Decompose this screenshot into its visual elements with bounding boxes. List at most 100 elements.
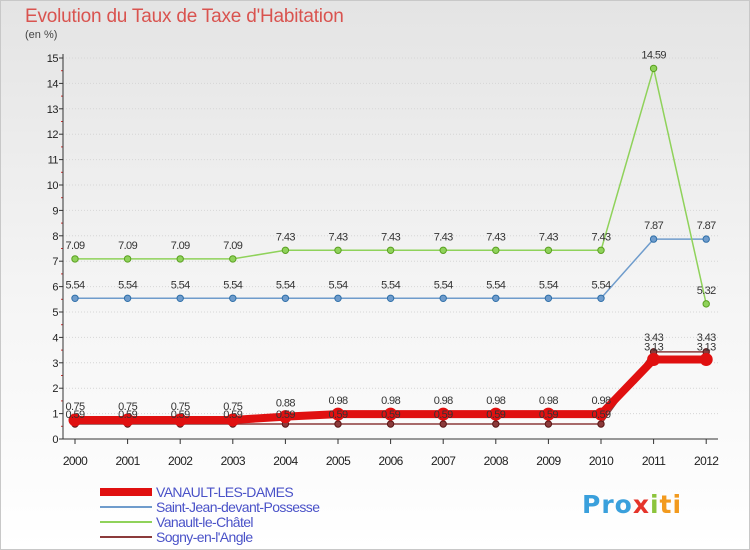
data-point [439, 420, 447, 428]
x-tick-label: 2012 [694, 454, 719, 468]
data-point [71, 294, 79, 302]
x-tick-label: 2001 [115, 454, 140, 468]
y-tick-label: 7 [52, 256, 58, 268]
data-point [544, 246, 553, 254]
data-label: 0.75 [223, 401, 242, 413]
data-label: 3.13 [644, 341, 663, 353]
data-label: 0.98 [328, 395, 347, 407]
data-label: 7.09 [171, 240, 190, 252]
data-label: 0.59 [223, 409, 242, 421]
legend-swatch [100, 521, 152, 523]
data-point [386, 294, 395, 302]
data-point [226, 413, 240, 427]
data-point [71, 255, 79, 263]
y-tick-label: 4 [52, 332, 58, 344]
data-point [649, 64, 658, 73]
data-label: 7.43 [486, 231, 505, 243]
data-point [331, 407, 345, 421]
data-label: 3.13 [697, 341, 716, 353]
y-tick-label: 12 [47, 129, 59, 141]
data-label: 0.59 [434, 409, 453, 421]
x-tick-label: 2009 [536, 454, 561, 468]
legend-swatch [100, 506, 152, 508]
data-label: 7.09 [223, 240, 242, 252]
data-label: 5.54 [591, 279, 610, 291]
data-point [649, 235, 658, 243]
data-point [384, 407, 398, 421]
data-label: 7.87 [697, 220, 716, 232]
x-tick-label: 2008 [484, 454, 509, 468]
data-label: 0.98 [381, 395, 400, 407]
x-tick-label: 2004 [273, 454, 298, 468]
data-label: 5.32 [697, 285, 716, 297]
logo-letters: i [649, 490, 660, 519]
legend-label: Saint-Jean-devant-Possesse [156, 499, 320, 515]
y-tick-label: 9 [52, 205, 58, 217]
data-label: 14.59 [641, 49, 666, 61]
data-point [597, 420, 605, 428]
data-point [334, 246, 342, 254]
y-tick-label: 11 [48, 155, 59, 167]
data-label: 0.59 [171, 409, 190, 421]
y-tick-label: 8 [52, 231, 58, 243]
data-label: 5.54 [434, 279, 453, 291]
data-point [647, 352, 661, 366]
data-label: 5.54 [539, 279, 558, 291]
data-point [121, 413, 135, 427]
y-tick-label: 3 [52, 358, 58, 370]
data-point [281, 246, 290, 254]
data-label: 0.59 [591, 409, 610, 421]
data-label: 0.59 [381, 409, 400, 421]
data-point [123, 294, 132, 302]
data-label: 7.87 [644, 220, 663, 232]
x-tick-label: 2010 [589, 454, 614, 468]
data-label: 0.59 [328, 409, 347, 421]
data-point [386, 246, 395, 254]
data-label: 5.54 [328, 279, 347, 291]
data-label: 5.54 [171, 279, 190, 291]
logo-letters: Pro [582, 490, 633, 519]
data-label: 5.54 [65, 279, 84, 291]
data-point [229, 294, 237, 302]
data-label: 0.59 [486, 409, 505, 421]
data-label: 0.59 [65, 409, 84, 421]
data-point [544, 294, 553, 302]
data-label: 5.54 [381, 279, 400, 291]
x-tick-label: 2006 [378, 454, 403, 468]
data-label: 5.54 [276, 279, 295, 291]
data-point [281, 294, 290, 302]
legend-swatch [100, 488, 152, 496]
y-tick-label: 13 [47, 104, 59, 116]
data-label: 7.43 [539, 231, 558, 243]
data-label: 5.54 [223, 279, 242, 291]
data-point [594, 407, 608, 421]
data-label: 0.88 [276, 398, 295, 410]
data-point [436, 407, 450, 421]
data-point [541, 407, 555, 421]
x-tick-label: 2000 [63, 454, 88, 468]
data-label: 0.75 [171, 401, 190, 413]
data-point [439, 246, 447, 254]
data-point [492, 420, 500, 428]
data-label: 0.98 [434, 395, 453, 407]
data-point [278, 410, 292, 424]
series-line [74, 67, 707, 305]
logo-letters: x [632, 490, 650, 519]
legend-label: Vanault-le-Châtel [156, 514, 254, 530]
y-tick-label: 2 [52, 383, 58, 395]
legend-label: VANAULT-LES-DAMES [156, 484, 294, 500]
data-point [492, 294, 500, 302]
data-label: 0.59 [539, 409, 558, 421]
data-point [176, 294, 184, 302]
y-tick-label: 0 [52, 434, 58, 446]
x-tick-label: 2003 [221, 454, 246, 468]
data-label: 0.98 [591, 395, 610, 407]
logo-letters: ti [659, 490, 683, 519]
data-point [123, 255, 132, 263]
data-point [597, 294, 605, 302]
data-label: 3.43 [697, 332, 716, 344]
y-tick-label: 14 [47, 78, 59, 90]
proxiti-logo[interactable]: Proxiti [582, 490, 682, 519]
data-point [597, 246, 605, 254]
